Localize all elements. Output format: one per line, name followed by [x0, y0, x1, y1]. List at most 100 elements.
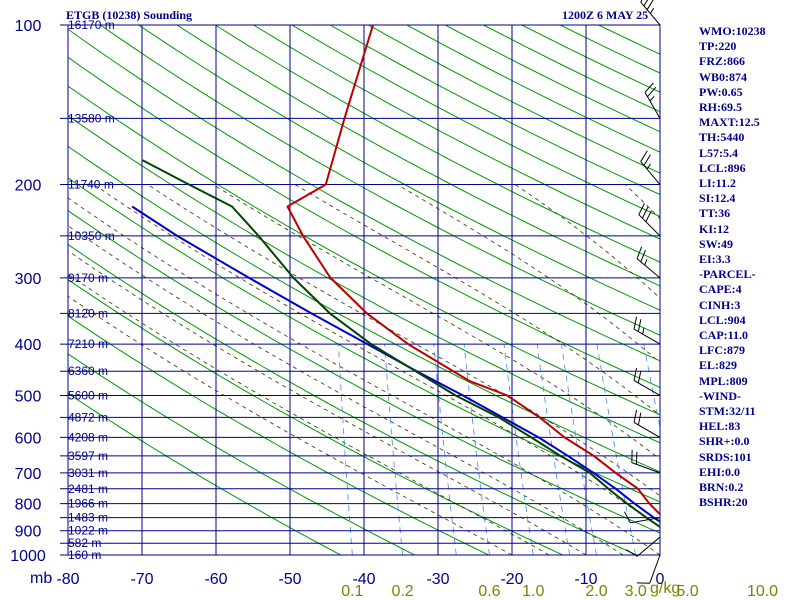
plot-frame — [67, 24, 661, 556]
pressure-tick-label: 500 — [15, 388, 42, 405]
stability-index-item: L57:5.4 — [699, 145, 738, 160]
stability-index-item: TH:5440 — [699, 130, 745, 145]
wind-barb-half-flag — [644, 258, 648, 266]
mixing-ratio-label: 5.0 — [676, 583, 698, 600]
mixing-ratio-label: 10.0 — [747, 583, 778, 600]
adiabat-lines — [68, 25, 660, 555]
stability-index-item: FRZ:866 — [699, 54, 745, 69]
parcel-profile — [131, 205, 660, 523]
moist-adiabat — [68, 273, 550, 555]
height-level-label: 16170 m — [68, 18, 115, 32]
dry-adiabat — [68, 353, 415, 555]
height-level-label: 4208 m — [68, 430, 108, 444]
dewpoint-profile — [142, 159, 660, 529]
stability-index-item: CAPE:4 — [699, 282, 742, 297]
moist-adiabat — [68, 197, 660, 555]
stability-indices-panel: WMO:10238 TP:220 FRZ:866 WB0:874 PW:0.65 RH:6… — [699, 24, 766, 511]
stability-index-item: SI:12.4 — [699, 191, 736, 206]
wind-barb-flag — [647, 86, 657, 98]
mixing-ratio-label: 1.0 — [522, 583, 544, 600]
grid — [60, 24, 661, 556]
height-level-label: 160 m — [68, 548, 101, 562]
pressure-tick-label: 600 — [15, 430, 42, 447]
wind-barb-staff — [638, 214, 661, 237]
height-level-label: 9170 m — [68, 271, 108, 285]
profile-lines — [131, 25, 660, 529]
wind-barb-flag — [637, 412, 642, 426]
dry-adiabat — [68, 56, 660, 388]
wind-barb-flag — [623, 511, 631, 524]
stability-index-item: SRDS:101 — [699, 449, 752, 464]
temperature-tick-label: -30 — [426, 571, 449, 588]
stability-index-item: MAXT:12.5 — [699, 115, 760, 130]
wind-barb — [640, 0, 661, 26]
pressure-tick-label: 300 — [15, 271, 42, 288]
wind-barb — [623, 511, 661, 524]
height-level-label: 1022 m — [68, 524, 108, 538]
height-level-label: 6360 m — [68, 364, 108, 378]
mixing-ratio-line — [463, 344, 490, 555]
wind-barb-flag — [633, 316, 638, 330]
height-level-label: 7210 m — [68, 337, 108, 351]
wind-barb — [640, 150, 661, 185]
temperature-tick-label: -80 — [56, 571, 79, 588]
pressure-unit-label: mb — [30, 570, 53, 587]
stability-index-item: WMO:10238 — [699, 24, 766, 38]
wind-barb-flag — [643, 0, 649, 7]
dry-adiabat — [99, 25, 660, 336]
stability-index-item: SHR+:0.0 — [699, 434, 750, 449]
wind-barb — [625, 536, 661, 557]
stability-index-item: CAP:11.0 — [699, 328, 748, 343]
wind-barb-flag — [640, 150, 648, 162]
chart-title: ETGB (10238) Sounding — [66, 8, 193, 22]
wind-barb — [637, 554, 661, 584]
moist-adiabat — [294, 184, 660, 416]
height-level-label: 10350 m — [68, 229, 115, 243]
stability-index-item: BSHR:20 — [699, 495, 748, 510]
temperature-tick-label: -40 — [352, 571, 375, 588]
pressure-tick-label: 900 — [15, 524, 42, 541]
pressure-tick-label: 200 — [15, 178, 42, 195]
height-level-label: 5600 m — [68, 388, 108, 402]
pressure-tick-label: 1000 — [10, 548, 46, 565]
mixing-ratio-line — [384, 344, 403, 555]
stability-index-item: -WIND- — [699, 388, 741, 403]
wind-barb-flag — [644, 82, 654, 93]
wind-barb-flag — [640, 0, 643, 3]
stability-index-item: LCL:896 — [699, 160, 746, 175]
height-level-label: 8120 m — [68, 306, 108, 320]
wind-barb-flag — [633, 409, 638, 423]
wind-barb — [636, 246, 661, 279]
wind-barb-half-flag — [642, 327, 645, 335]
moist-adiabat — [212, 184, 660, 460]
pressure-tick-label: 100 — [15, 18, 42, 35]
wind-barb — [633, 316, 661, 345]
height-level-label: 11740 m — [68, 178, 114, 192]
temperature-tick-label: -20 — [500, 571, 523, 588]
stability-index-item: KI:12 — [699, 221, 729, 236]
temperature-tick-label: -60 — [204, 571, 227, 588]
stability-index-item: LFC:879 — [699, 343, 745, 358]
wind-barb — [638, 203, 661, 237]
stability-index-item: LCL:904 — [699, 312, 746, 327]
stability-index-item: LI:11.2 — [699, 176, 737, 191]
pressure-tick-label: 400 — [15, 337, 42, 354]
chart-timestamp: 1200Z 6 MAY 25 — [562, 8, 649, 22]
height-level-label: 3597 m — [68, 449, 108, 463]
mixing-ratio-line — [503, 344, 534, 555]
stability-index-item: SW:49 — [699, 236, 734, 251]
height-level-label: 2481 m — [68, 482, 108, 496]
mixing-ratio-label: 0.6 — [478, 583, 500, 600]
axis-labels: -80 -70 -60 -50 -40 -30 -20 -10 0 100 200 300 400 500… — [10, 18, 778, 600]
wind-barb — [631, 449, 661, 474]
wind-barb — [633, 367, 661, 396]
stability-index-item: EI:3.3 — [699, 252, 731, 267]
stability-index-item: RH:69.5 — [699, 100, 742, 115]
wind-barb-staff — [649, 554, 661, 584]
height-level-label: 1966 m — [68, 497, 108, 511]
mixing-ratio-line — [536, 344, 571, 555]
wind-barb-flag — [625, 549, 638, 557]
wind-barb-staff — [636, 536, 661, 557]
height-level-label: 4872 m — [68, 410, 108, 424]
wind-barb-flag — [641, 206, 649, 219]
